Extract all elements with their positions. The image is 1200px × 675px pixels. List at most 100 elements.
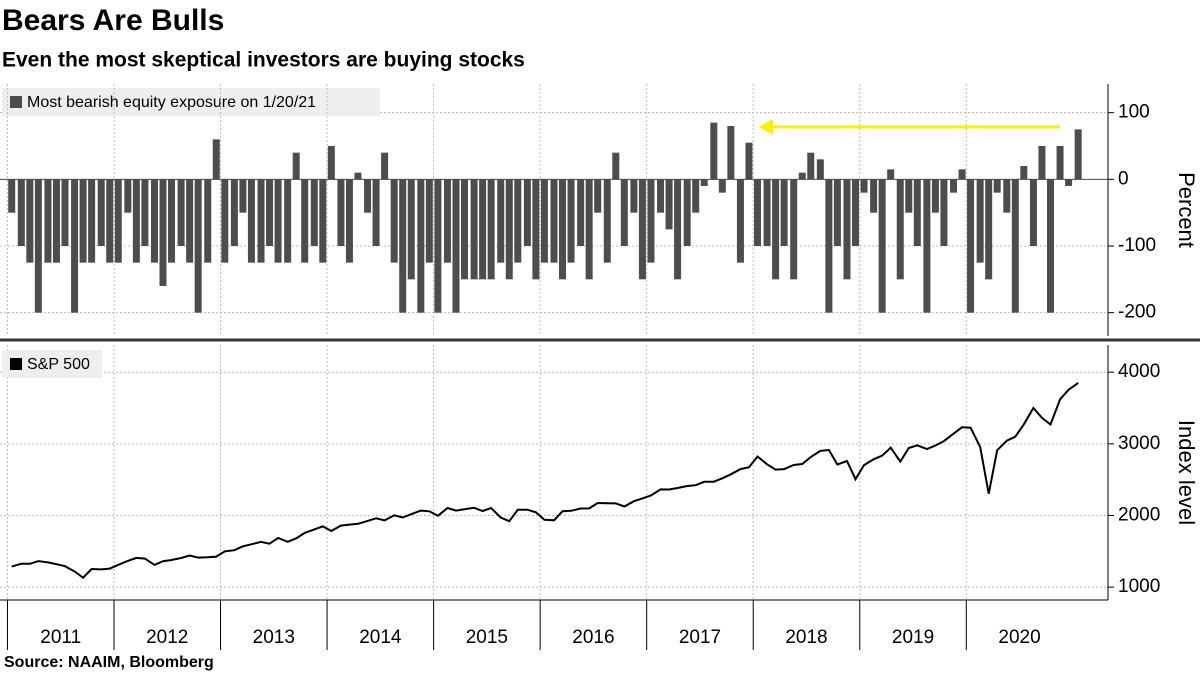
chart-title: Bears Are Bulls — [2, 4, 224, 37]
bar — [372, 179, 380, 246]
bar — [266, 179, 274, 246]
bar — [354, 172, 362, 180]
bar — [26, 179, 34, 263]
bar — [967, 179, 975, 313]
bar — [843, 179, 851, 280]
bar — [487, 179, 495, 280]
y-tick-label: 3000 — [1118, 433, 1160, 454]
x-tick-label: 2019 — [892, 627, 934, 648]
bar — [1038, 146, 1046, 180]
bar — [710, 122, 718, 180]
y-axis-label: Percent — [1174, 172, 1199, 248]
bar — [540, 179, 548, 263]
bar — [603, 179, 611, 263]
bar — [88, 179, 96, 263]
bar — [407, 179, 415, 280]
y-tick-label: 2000 — [1118, 504, 1160, 525]
y-tick-label: 100 — [1118, 102, 1150, 123]
x-tick-label: 2018 — [785, 627, 827, 648]
x-tick-label: 2017 — [679, 627, 721, 648]
bar — [1074, 129, 1082, 180]
bar — [204, 179, 212, 263]
bar — [194, 179, 202, 313]
bar — [896, 179, 904, 280]
bar — [958, 169, 966, 180]
bar — [124, 179, 132, 213]
bar — [825, 179, 833, 313]
y-tick-label: 4000 — [1118, 361, 1160, 382]
bar — [114, 179, 122, 263]
bar — [52, 179, 60, 263]
bar — [1065, 179, 1073, 186]
bar — [577, 179, 585, 246]
bar — [364, 179, 372, 213]
bar — [292, 152, 300, 180]
bar — [798, 172, 806, 180]
bar — [310, 179, 318, 246]
bar — [381, 152, 389, 180]
bar — [887, 169, 895, 180]
bar — [141, 179, 149, 246]
bar — [585, 179, 593, 280]
bar — [390, 179, 398, 263]
y-tick-label: 0 — [1118, 168, 1129, 189]
bar — [230, 179, 238, 246]
bar — [993, 179, 1001, 193]
bar — [630, 179, 638, 213]
x-tick-label: 2015 — [466, 627, 508, 648]
bar — [976, 179, 984, 263]
bar — [327, 146, 335, 180]
bar — [523, 179, 531, 246]
x-tick-label: 2012 — [146, 627, 188, 648]
bar — [532, 179, 540, 280]
bar — [301, 179, 309, 263]
bar — [700, 179, 708, 186]
y-tick-label: 1000 — [1118, 576, 1160, 597]
bar — [417, 179, 425, 313]
bar — [247, 179, 255, 263]
x-tick-label: 2013 — [253, 627, 295, 648]
bar — [745, 142, 753, 180]
bar — [665, 179, 673, 230]
bar — [461, 179, 469, 280]
bar — [159, 179, 167, 286]
bar — [790, 179, 798, 280]
bar — [1029, 179, 1037, 246]
bar — [479, 179, 487, 280]
bar — [44, 179, 52, 263]
bar — [319, 179, 327, 263]
bar — [674, 179, 682, 280]
bar — [594, 179, 602, 213]
bar — [177, 179, 185, 246]
y-tick-label: -200 — [1118, 302, 1156, 323]
bar — [923, 179, 931, 313]
bar — [931, 179, 939, 213]
bar — [870, 179, 878, 213]
bar — [470, 179, 478, 280]
bar — [1046, 179, 1054, 313]
bar — [274, 179, 282, 263]
bar — [559, 179, 567, 280]
bar — [1056, 146, 1064, 180]
bar — [763, 179, 771, 246]
bar — [132, 179, 140, 263]
bar — [425, 179, 433, 263]
bar — [106, 179, 114, 263]
bar — [71, 179, 79, 313]
bar — [452, 179, 460, 313]
bar — [905, 179, 913, 213]
bar — [61, 179, 69, 246]
bar — [239, 179, 247, 213]
legend-swatch — [10, 96, 22, 108]
x-tick-label: 2014 — [359, 627, 402, 648]
bar — [221, 179, 229, 263]
bar — [692, 179, 700, 213]
legend-label: Most bearish equity exposure on 1/20/21 — [27, 94, 316, 111]
bar — [612, 152, 620, 180]
bar — [727, 126, 735, 180]
bar — [718, 179, 726, 193]
source: Source: NAAIM, Bloomberg — [4, 654, 214, 671]
bar — [168, 179, 176, 263]
bar — [567, 179, 575, 263]
